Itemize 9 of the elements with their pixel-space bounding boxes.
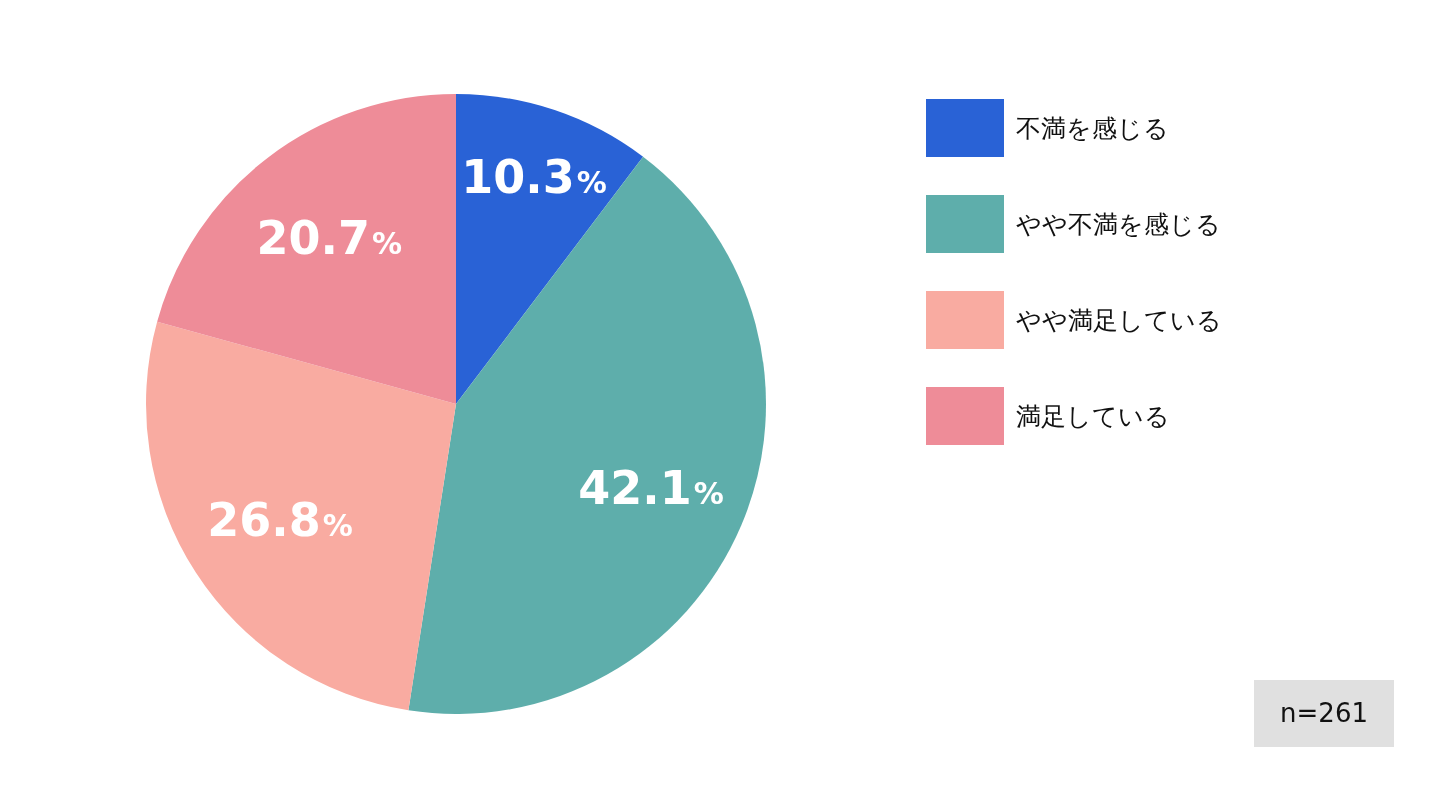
legend-label: やや満足している: [1016, 304, 1222, 337]
text: n=261: [1254, 680, 1394, 747]
data-label: 42.1%: [578, 461, 724, 516]
legend-label: 満足している: [1016, 400, 1170, 433]
legend-label: 不満を感じる: [1016, 112, 1169, 145]
data-label: 10.3%: [461, 149, 607, 204]
legend-label: やや不満を感じる: [1016, 208, 1221, 241]
data-label: 20.7%: [256, 211, 403, 266]
data-label: 26.8%: [207, 493, 353, 548]
